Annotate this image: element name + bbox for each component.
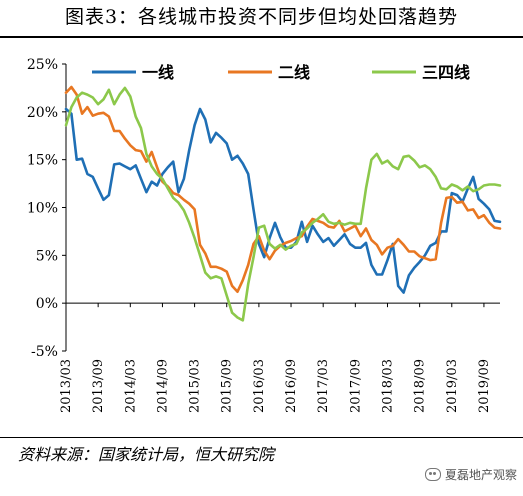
y-tick-label: -5% xyxy=(31,344,58,360)
series-line-3 xyxy=(64,86,502,322)
y-tick-label: 20% xyxy=(27,105,58,121)
y-tick-label: 5% xyxy=(36,248,58,264)
x-tick-label: 2014/09 xyxy=(155,359,170,413)
x-tick-label: 2013/09 xyxy=(91,359,106,413)
x-tick-label: 2017/09 xyxy=(348,359,363,413)
source-note: 资料来源：国家统计局，恒大研究院 xyxy=(18,445,275,464)
x-tick-label: 2016/03 xyxy=(252,359,267,413)
y-tick-label: 15% xyxy=(27,153,58,169)
x-tick-label: 2014/03 xyxy=(123,359,138,413)
x-tick-label: 2015/03 xyxy=(188,359,203,413)
x-tick-label: 2018/09 xyxy=(413,359,428,413)
legend-label-3: 三四线 xyxy=(422,63,470,82)
legend-label-2: 二线 xyxy=(278,63,310,82)
x-tick-label: 2015/09 xyxy=(220,359,235,413)
x-tick-label: 2013/03 xyxy=(59,359,74,413)
series-line-1 xyxy=(64,107,502,294)
y-tick-label: 25% xyxy=(27,57,58,73)
x-tick-label: 2016/09 xyxy=(284,359,299,413)
title-divider xyxy=(0,36,523,38)
source-divider xyxy=(0,437,523,438)
y-tick-label: 0% xyxy=(36,296,58,312)
x-tick-label: 2019/09 xyxy=(477,359,492,413)
y-tick-label: 10% xyxy=(27,201,58,217)
watermark: 夏磊地产观察 xyxy=(424,466,517,483)
x-tick-label: 2018/03 xyxy=(380,359,395,413)
series-line-2 xyxy=(64,85,502,293)
line-chart: -5% 0% 5% 10% 15% 20% 25% 2013/03 2013/09 2014/03… xyxy=(27,57,502,413)
wechat-icon xyxy=(424,468,441,481)
x-tick-label: 2019/03 xyxy=(445,359,460,413)
chart-title: 图表3：各线城市投资不同步但均处回落趋势 xyxy=(64,6,459,28)
x-tick-label: 2017/03 xyxy=(316,359,331,413)
watermark-label: 夏磊地产观察 xyxy=(444,468,517,482)
legend-label-1: 一线 xyxy=(142,63,174,82)
